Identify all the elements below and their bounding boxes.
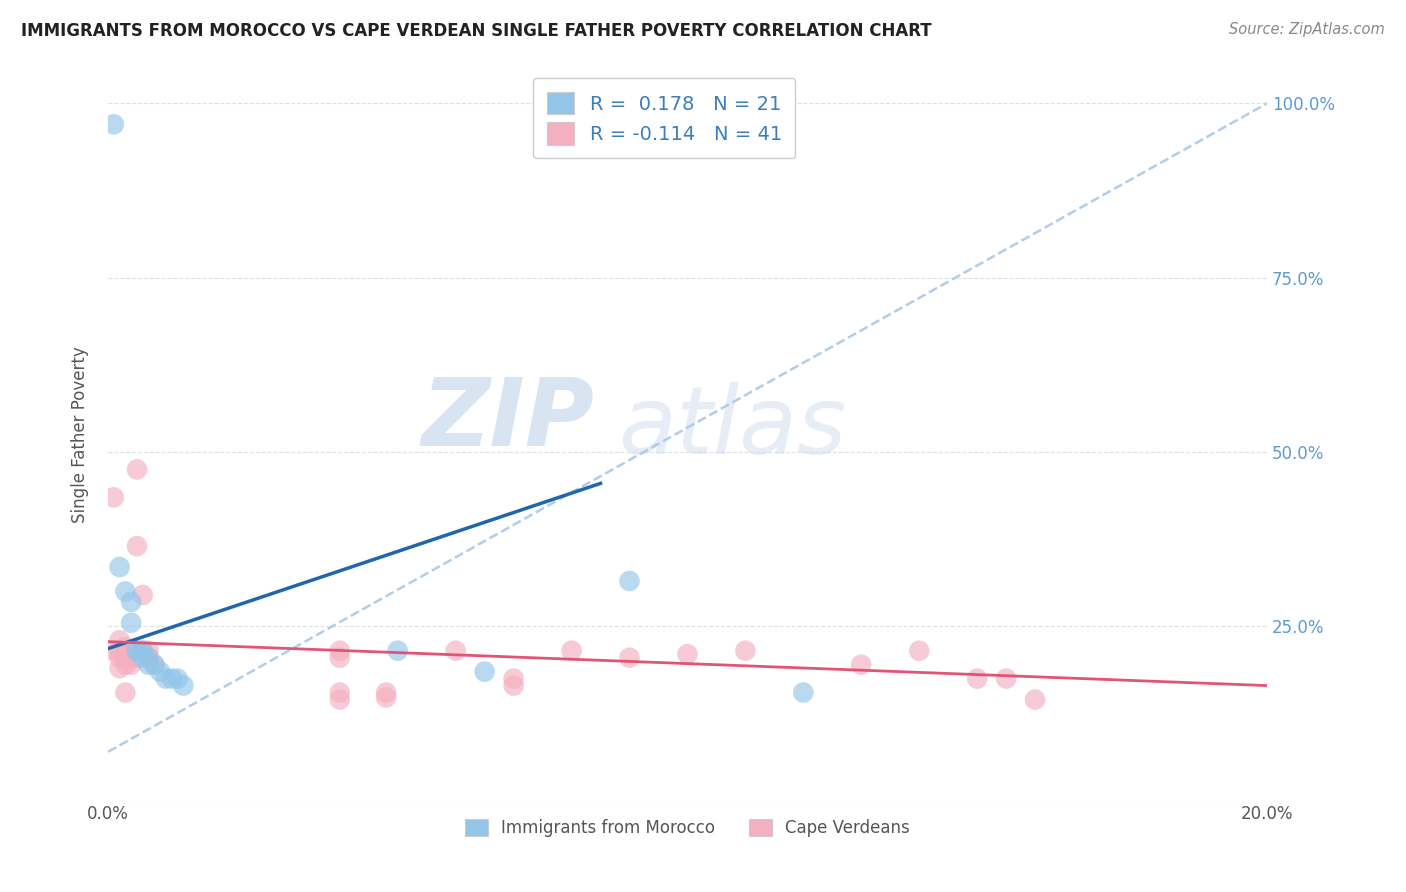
Text: IMMIGRANTS FROM MOROCCO VS CAPE VERDEAN SINGLE FATHER POVERTY CORRELATION CHART: IMMIGRANTS FROM MOROCCO VS CAPE VERDEAN … bbox=[21, 22, 932, 40]
Point bbox=[329, 692, 352, 706]
Text: atlas: atlas bbox=[617, 382, 846, 473]
Point bbox=[619, 650, 641, 665]
Point bbox=[108, 643, 131, 657]
Point bbox=[1024, 692, 1046, 706]
Point bbox=[149, 665, 172, 679]
Point bbox=[375, 685, 398, 699]
Point bbox=[125, 643, 148, 657]
Point bbox=[619, 574, 641, 588]
Point bbox=[114, 640, 136, 655]
Point bbox=[676, 647, 699, 661]
Point bbox=[132, 588, 155, 602]
Text: Source: ZipAtlas.com: Source: ZipAtlas.com bbox=[1229, 22, 1385, 37]
Point bbox=[172, 679, 194, 693]
Point bbox=[108, 650, 131, 665]
Point bbox=[502, 672, 524, 686]
Point bbox=[329, 643, 352, 657]
Point bbox=[103, 491, 125, 505]
Point bbox=[114, 584, 136, 599]
Legend: R =  0.178   N = 21, R = -0.114   N = 41: R = 0.178 N = 21, R = -0.114 N = 41 bbox=[533, 78, 796, 158]
Point bbox=[120, 615, 142, 630]
Point bbox=[125, 539, 148, 553]
Point bbox=[103, 643, 125, 657]
Point bbox=[561, 643, 583, 657]
Point bbox=[502, 679, 524, 693]
Point bbox=[108, 633, 131, 648]
Point bbox=[108, 560, 131, 574]
Point bbox=[120, 650, 142, 665]
Point bbox=[120, 643, 142, 657]
Point bbox=[114, 657, 136, 672]
Point bbox=[114, 650, 136, 665]
Point bbox=[792, 685, 814, 699]
Point bbox=[114, 685, 136, 699]
Point bbox=[155, 672, 177, 686]
Point bbox=[734, 643, 756, 657]
Point bbox=[138, 643, 160, 657]
Point bbox=[120, 643, 142, 657]
Point bbox=[125, 643, 148, 657]
Point bbox=[143, 657, 166, 672]
Point bbox=[125, 650, 148, 665]
Point bbox=[138, 657, 160, 672]
Point bbox=[160, 672, 183, 686]
Point bbox=[387, 643, 409, 657]
Point bbox=[132, 643, 155, 657]
Point bbox=[120, 595, 142, 609]
Point bbox=[329, 650, 352, 665]
Point bbox=[138, 650, 160, 665]
Point bbox=[108, 661, 131, 675]
Point bbox=[908, 643, 931, 657]
Point bbox=[143, 657, 166, 672]
Point bbox=[138, 650, 160, 665]
Point bbox=[995, 672, 1018, 686]
Point bbox=[375, 690, 398, 705]
Point bbox=[166, 672, 188, 686]
Y-axis label: Single Father Poverty: Single Father Poverty bbox=[72, 346, 89, 523]
Point bbox=[125, 643, 148, 657]
Point bbox=[474, 665, 496, 679]
Point bbox=[329, 685, 352, 699]
Point bbox=[120, 657, 142, 672]
Point bbox=[132, 643, 155, 657]
Point bbox=[125, 462, 148, 476]
Text: ZIP: ZIP bbox=[422, 374, 595, 466]
Point bbox=[132, 650, 155, 665]
Point bbox=[103, 117, 125, 131]
Point bbox=[966, 672, 988, 686]
Point bbox=[851, 657, 873, 672]
Point bbox=[444, 643, 467, 657]
